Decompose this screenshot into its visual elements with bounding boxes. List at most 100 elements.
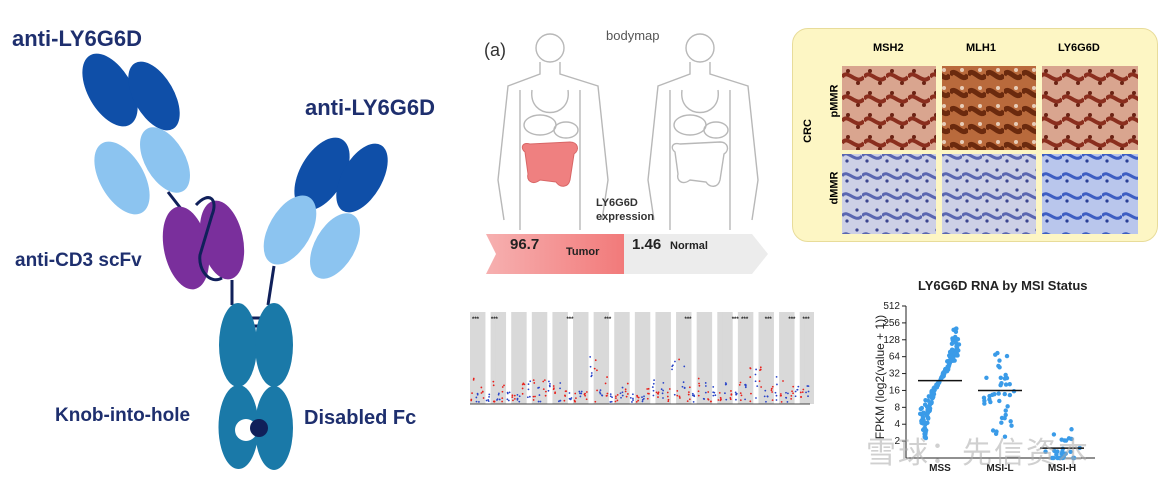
strip-point [725,383,728,385]
strip-point [584,392,586,395]
msi-point [1051,432,1057,437]
strip-point [492,384,495,387]
msi-point [993,352,998,357]
strip-point [718,391,721,394]
strip-point [775,394,778,397]
msi-point [996,391,1001,396]
strip-point [529,380,532,383]
strip-point [614,400,617,403]
strip-point [651,386,654,388]
strip-point [497,393,500,396]
msi-y-tick-label: 64 [889,352,901,363]
msi-point [997,358,1002,363]
strip-point [641,400,644,403]
msi-point [992,391,997,397]
msi-point [919,405,925,411]
strip-point [621,386,624,389]
strip-point [687,393,690,396]
strip-point [637,399,640,402]
msi-point [1059,437,1064,442]
strip-point [764,389,767,392]
strip-point [521,392,524,395]
strip-point [807,395,809,398]
msi-point [931,394,936,400]
strip-point [503,384,505,387]
msi-point [954,326,959,331]
strip-shade-band [655,312,666,404]
strip-point [802,388,805,391]
strip-point [475,396,478,399]
strip-point [527,388,530,391]
msi-point [949,349,954,354]
strip-point [537,400,540,403]
strip-point [637,396,640,399]
strip-point [532,379,535,382]
strip-point [547,389,550,392]
strip-point [807,390,810,393]
strip-shade-band [660,312,671,404]
strip-point [739,392,742,395]
right-vl-domain-dark [336,143,388,213]
strip-point [488,393,491,396]
strip-point [512,399,514,402]
msi-point [1011,389,1017,394]
strip-point [624,390,627,393]
ihc-group-crc: CRC [801,119,814,143]
strip-point [771,391,774,393]
strip-point [785,396,787,399]
strip-point [570,397,573,399]
bodymap-figures [497,33,759,230]
strip-point [646,397,649,400]
strip-point [749,367,752,370]
strip-point [614,395,617,398]
strip-point [579,395,582,398]
strip-point [584,394,587,397]
msi-point [956,348,961,353]
strip-shade-band [763,312,774,404]
strip-point [656,392,659,395]
msi-category-label: MSI-L [986,463,1013,473]
ihc-mlh1-pmmr [942,66,1036,150]
strip-point [683,365,686,368]
strip-point [792,392,794,395]
msi-point [1051,455,1056,461]
msi-point [1063,451,1068,456]
tumor-value: 96.7 [510,236,540,253]
fc-ch2-right [255,303,293,387]
strip-point [652,382,655,385]
strip-shade-band [490,312,501,404]
msi-point [922,433,927,439]
normal-value-box [624,234,768,274]
strip-point [641,398,644,401]
msi-point [947,358,952,363]
strip-point [580,390,583,393]
strip-point [785,391,787,394]
strip-shade-band [640,312,651,404]
msi-point [922,420,928,425]
strip-point [594,359,597,362]
strip-point [609,395,612,398]
strip-point [569,398,572,401]
msi-point [1043,449,1048,454]
right-cl-domain-light [310,213,360,279]
strip-point [797,385,800,388]
strip-point [626,382,629,385]
strip-shade-band [573,312,584,404]
tumor-colon-highlight [521,141,578,187]
strip-point [759,366,762,369]
strip-point [799,391,802,394]
strip-point [782,380,784,382]
scfv-vh-domain [162,206,210,290]
strip-point [624,388,627,391]
strip-point [661,392,664,395]
strip-point [738,383,741,386]
strip-point [744,398,746,401]
msi-point [1068,449,1073,454]
msi-point [1007,381,1012,387]
strip-point [667,398,670,401]
strip-point [688,386,691,389]
strip-point [521,387,524,390]
msi-point [941,370,946,375]
strip-point [765,400,767,403]
strip-point [648,392,650,395]
